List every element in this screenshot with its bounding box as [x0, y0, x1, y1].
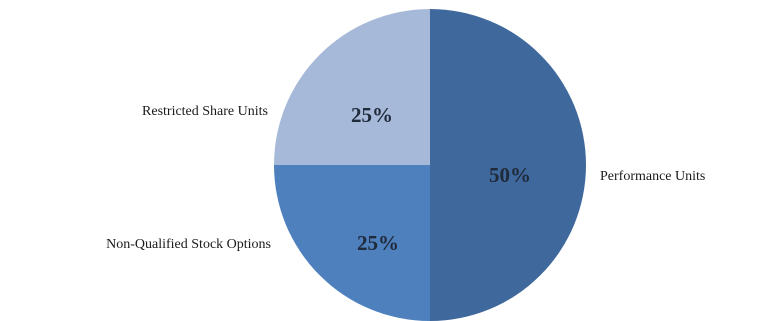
slice-label-performance-units: Performance Units	[600, 169, 705, 184]
pie-labels: Performance Units Non-Qualified Stock Op…	[106, 103, 705, 255]
pie-slice-restricted-share-units	[274, 9, 430, 165]
slice-value-non-qualified-stock-options: 25%	[357, 231, 399, 255]
slice-value-restricted-share-units: 25%	[351, 103, 393, 127]
pie-slice-non-qualified-stock-options	[274, 165, 430, 321]
slice-label-restricted-share-units: Restricted Share Units	[142, 104, 268, 119]
pie-slices	[274, 9, 586, 321]
slice-value-performance-units: 50%	[489, 163, 531, 187]
slice-label-non-qualified-stock-options: Non-Qualified Stock Options	[106, 237, 271, 252]
pie-slice-performance-units	[430, 9, 586, 321]
